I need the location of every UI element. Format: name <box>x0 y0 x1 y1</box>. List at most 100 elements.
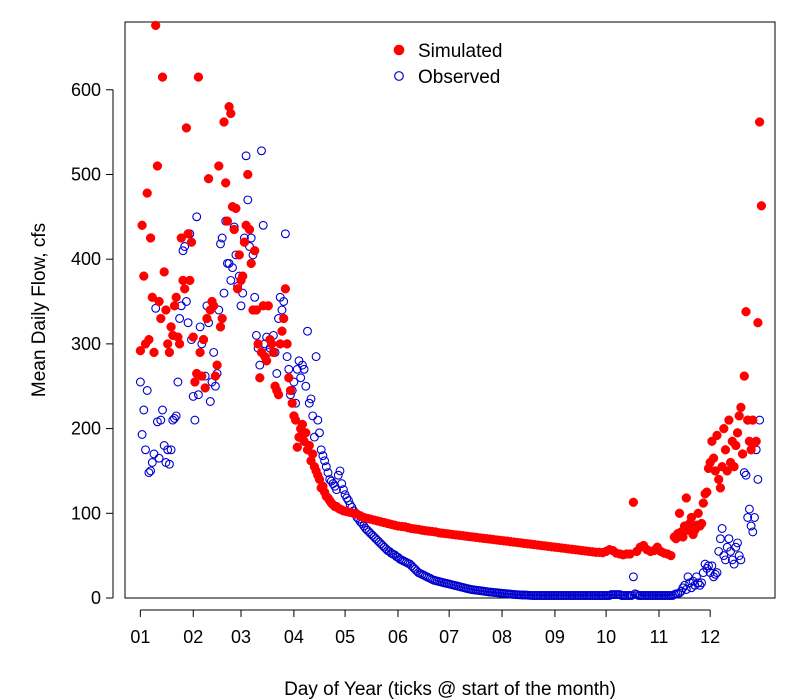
legend-observed-marker <box>394 71 404 81</box>
simulated-point <box>734 411 744 421</box>
simulated-point <box>666 550 676 561</box>
observed-point <box>748 527 758 537</box>
observed-point <box>332 485 341 495</box>
simulated-point <box>171 292 181 302</box>
observed-point <box>246 233 256 243</box>
simulated-point <box>702 487 712 497</box>
simulated-point <box>166 322 176 332</box>
observed-point <box>279 297 289 306</box>
observed-point <box>337 479 347 489</box>
simulated-point <box>736 402 746 413</box>
observed-point <box>175 314 185 323</box>
simulated-point <box>174 339 185 349</box>
observed-point <box>163 445 173 455</box>
observed-point <box>219 288 229 298</box>
simulated-point <box>719 423 729 434</box>
simulated-point <box>287 398 297 408</box>
observed-point <box>258 220 268 230</box>
simulated-point <box>144 334 154 345</box>
simulated-point <box>698 498 708 508</box>
simulated-point <box>308 449 318 459</box>
observed-point <box>296 373 306 383</box>
observed-point <box>311 352 321 362</box>
simulated-point <box>297 419 308 430</box>
simulated-point <box>151 20 161 31</box>
simulated-point <box>754 117 765 127</box>
observed-point <box>180 242 190 251</box>
simulated-point <box>181 123 192 133</box>
observed-point <box>695 580 705 590</box>
observed-point <box>216 239 225 249</box>
x-tick-label: 06 <box>388 627 408 647</box>
simulated-point <box>214 161 224 171</box>
observed-point <box>338 485 348 495</box>
simulated-point <box>292 442 302 452</box>
legend-simulated-marker <box>393 44 405 56</box>
observed-point <box>158 405 167 415</box>
simulated-point <box>202 313 212 324</box>
simulated-point <box>183 229 193 239</box>
observed-point <box>137 430 147 439</box>
simulated-point <box>253 339 263 349</box>
observed-point <box>303 326 312 336</box>
observed-point <box>321 462 331 472</box>
simulated-point <box>277 326 287 336</box>
observed-point <box>304 398 314 408</box>
simulated-point <box>195 347 205 358</box>
simulated-point <box>753 318 763 328</box>
simulated-point <box>686 512 697 523</box>
simulated-point <box>708 453 719 463</box>
simulated-point <box>198 334 209 345</box>
observed-point <box>320 456 330 466</box>
observed-point <box>139 405 149 415</box>
observed-point <box>335 466 345 476</box>
observed-point <box>632 590 642 600</box>
observed-point <box>714 546 724 556</box>
simulated-point <box>681 493 691 503</box>
observed-point <box>299 364 309 374</box>
simulated-point <box>145 233 156 243</box>
observed-point <box>181 297 191 306</box>
observed-point <box>166 445 176 455</box>
simulated-point <box>280 284 291 294</box>
observed-point <box>750 513 759 522</box>
simulated-point <box>190 377 200 387</box>
observed-point <box>693 578 703 588</box>
simulated-point <box>722 466 732 476</box>
observed-point <box>734 551 744 561</box>
simulated-point <box>221 178 231 188</box>
observed-point <box>717 524 727 533</box>
simulated-point <box>715 483 726 493</box>
simulated-point <box>756 201 767 211</box>
observed-point <box>342 493 352 503</box>
simulated-point <box>724 415 734 425</box>
simulated-point <box>251 305 262 315</box>
simulated-point <box>696 518 707 529</box>
simulated-point <box>712 430 722 441</box>
observed-point <box>149 449 159 459</box>
simulated-point <box>714 474 724 485</box>
observed-point <box>615 590 625 600</box>
observed-point <box>315 428 324 438</box>
simulated-point <box>188 332 198 342</box>
observed-point <box>146 466 156 476</box>
simulated-point <box>193 72 204 82</box>
simulated-point <box>239 237 250 247</box>
observed-point <box>277 305 287 315</box>
simulated-point <box>200 383 210 393</box>
simulated-point <box>678 532 688 542</box>
legend-simulated-label: Simulated <box>418 41 503 62</box>
simulated-point <box>135 346 146 356</box>
y-axis: 0 100 200 300 400 500 600 <box>71 80 114 608</box>
observed-point <box>719 551 729 561</box>
simulated-point <box>137 220 147 230</box>
simulated-point <box>732 428 743 438</box>
observed-point <box>736 555 746 565</box>
observed-point <box>739 468 749 478</box>
observed-point <box>724 534 734 544</box>
simulated-series <box>135 20 767 561</box>
observed-point <box>753 474 763 484</box>
simulated-point <box>147 292 157 302</box>
observed-point <box>257 146 266 156</box>
observed-point <box>164 459 174 469</box>
